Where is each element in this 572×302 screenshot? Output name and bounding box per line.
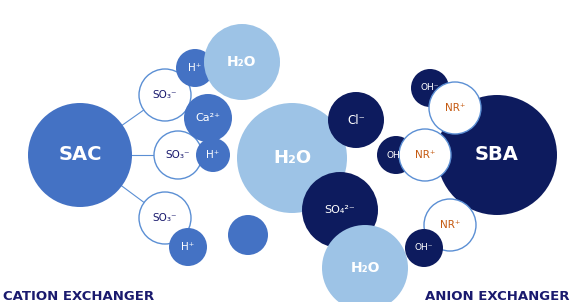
- Ellipse shape: [139, 69, 191, 121]
- Ellipse shape: [154, 131, 202, 179]
- Text: OH⁻: OH⁻: [421, 83, 439, 92]
- Ellipse shape: [437, 95, 557, 215]
- Text: SO₃⁻: SO₃⁻: [166, 150, 190, 160]
- Text: NR⁺: NR⁺: [445, 103, 465, 113]
- Ellipse shape: [322, 225, 408, 302]
- Ellipse shape: [204, 24, 280, 100]
- Ellipse shape: [196, 138, 230, 172]
- Ellipse shape: [228, 215, 268, 255]
- Ellipse shape: [302, 172, 378, 248]
- Text: H₂O: H₂O: [227, 55, 257, 69]
- Text: SAC: SAC: [58, 146, 102, 165]
- Text: SO₃⁻: SO₃⁻: [153, 213, 177, 223]
- Text: H₂O: H₂O: [350, 261, 380, 275]
- Ellipse shape: [184, 94, 232, 142]
- Ellipse shape: [405, 229, 443, 267]
- Text: NR⁺: NR⁺: [415, 150, 435, 160]
- Ellipse shape: [28, 103, 132, 207]
- Ellipse shape: [429, 82, 481, 134]
- Ellipse shape: [424, 199, 476, 251]
- Text: H⁺: H⁺: [188, 63, 201, 73]
- Text: H₂O: H₂O: [273, 149, 311, 167]
- Text: SBA: SBA: [475, 146, 519, 165]
- Ellipse shape: [328, 92, 384, 148]
- Text: H⁺: H⁺: [181, 242, 194, 252]
- Text: Ca²⁺: Ca²⁺: [196, 113, 220, 123]
- Text: CATION EXCHANGER: CATION EXCHANGER: [3, 290, 154, 302]
- Ellipse shape: [377, 136, 415, 174]
- Text: SO₄²⁻: SO₄²⁻: [325, 205, 355, 215]
- Text: H⁺: H⁺: [206, 150, 220, 160]
- Text: NR⁺: NR⁺: [440, 220, 460, 230]
- Ellipse shape: [169, 228, 207, 266]
- Ellipse shape: [411, 69, 449, 107]
- Ellipse shape: [399, 129, 451, 181]
- Text: ANION EXCHANGER: ANION EXCHANGER: [424, 290, 569, 302]
- Text: OH⁻: OH⁻: [387, 150, 405, 159]
- Ellipse shape: [139, 192, 191, 244]
- Text: OH⁻: OH⁻: [415, 243, 433, 252]
- Ellipse shape: [237, 103, 347, 213]
- Text: SO₃⁻: SO₃⁻: [153, 90, 177, 100]
- Ellipse shape: [176, 49, 214, 87]
- Text: Cl⁻: Cl⁻: [347, 114, 365, 127]
